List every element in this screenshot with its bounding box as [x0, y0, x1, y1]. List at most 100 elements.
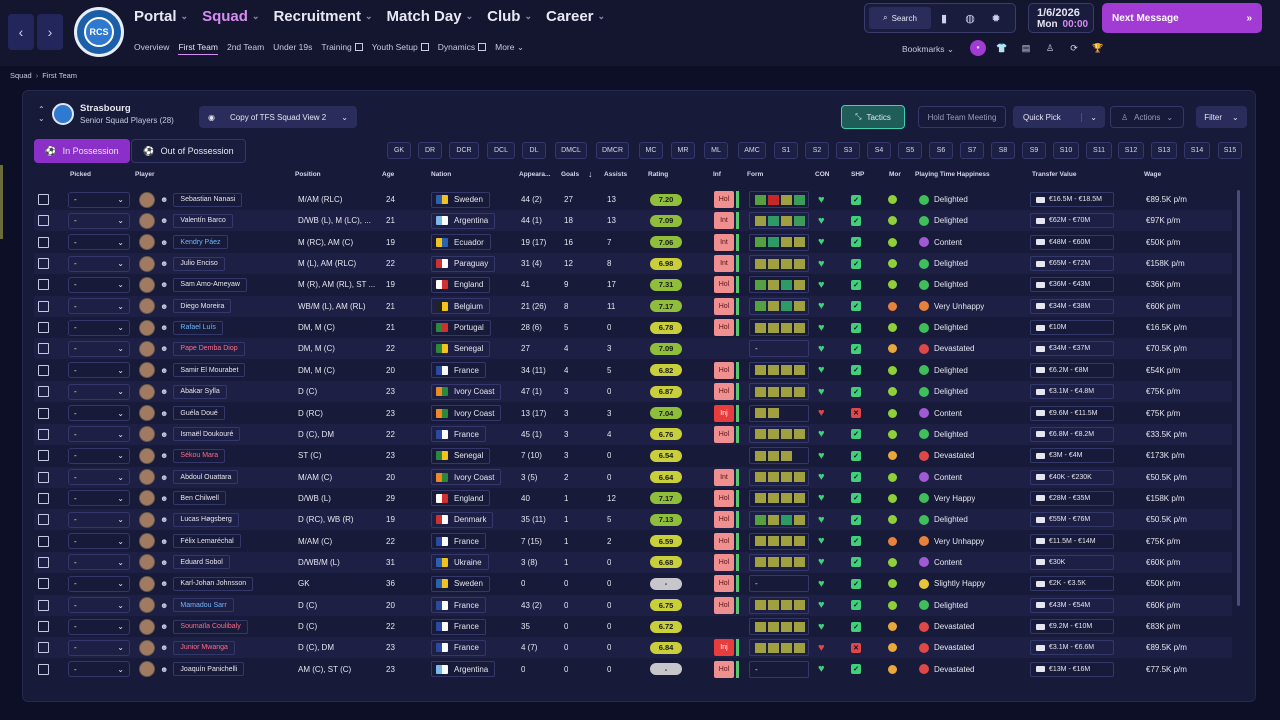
table-row[interactable]: - ⌄ ☻ Guéla Doué D (RC) 23 Ivory Coast 13 (17) 3…: [34, 403, 1232, 424]
hold-team-meeting-button[interactable]: Hold Team Meeting: [918, 106, 1006, 128]
view-selector[interactable]: ◉ Copy of TFS Squad View 2 ⌄: [199, 106, 357, 128]
back-button[interactable]: ‹: [8, 14, 34, 50]
row-checkbox[interactable]: [38, 215, 49, 227]
table-row[interactable]: - ⌄ ☻ Abdoul Ouattara M/AM (C) 20 Ivory Coast 3…: [34, 466, 1232, 488]
table-row[interactable]: - ⌄ ☻ Rafael Luís DM, M (C) 21 Portugal 28 (6) 5…: [34, 317, 1232, 338]
transfer-value-box[interactable]: €55M - €76M: [1030, 512, 1114, 528]
row-checkbox[interactable]: [38, 599, 49, 611]
notification-badge-icon[interactable]: ●: [970, 40, 986, 56]
player-name[interactable]: Samir El Mourabet: [173, 363, 246, 378]
position-chip-dmcr[interactable]: DMCR: [596, 142, 629, 159]
position-chip-ml[interactable]: ML: [704, 142, 728, 159]
transfer-value-box[interactable]: €6.2M - €8M: [1030, 362, 1114, 378]
nation-box[interactable]: France: [431, 639, 486, 656]
inf-badge[interactable]: Hol: [714, 319, 734, 337]
subnav-more[interactable]: More ⌄: [495, 42, 524, 55]
transfer-value-box[interactable]: €3.1M - €6.6M: [1030, 640, 1114, 656]
subnav-under-19s[interactable]: Under 19s: [273, 42, 312, 55]
row-checkbox[interactable]: [38, 428, 49, 440]
picked-dropdown[interactable]: - ⌄: [68, 234, 130, 251]
inf-badge[interactable]: Hol: [714, 191, 734, 208]
table-row[interactable]: - ⌄ ☻ Valentín Barco D/WB (L), M (LC), ... 21…: [34, 210, 1232, 232]
subnav-overview[interactable]: Overview: [134, 42, 169, 55]
player-name[interactable]: Mamadou Sarr: [173, 598, 234, 613]
inf-badge[interactable]: Int: [714, 233, 734, 251]
inf-badge[interactable]: Hol: [714, 596, 734, 614]
player-name[interactable]: Junior Mwanga: [173, 640, 235, 655]
table-row[interactable]: - ⌄ ☻ Soumaïla Coulibaly D (C) 22 France 35 0 0 6.…: [34, 616, 1232, 637]
nation-box[interactable]: England: [431, 490, 491, 507]
row-checkbox[interactable]: [38, 535, 49, 547]
sort-descending-icon[interactable]: ↓: [588, 169, 593, 179]
nation-box[interactable]: Denmark: [431, 511, 494, 528]
nation-box[interactable]: France: [431, 618, 486, 635]
nation-box[interactable]: Sweden: [431, 575, 490, 592]
transfer-value-box[interactable]: €62M - €70M: [1030, 213, 1114, 229]
player-name[interactable]: Félix Lemaréchal: [173, 534, 241, 549]
transfer-value-box[interactable]: €11.5M - €14M: [1030, 533, 1114, 549]
quick-pick-button[interactable]: Quick Pick ⌄: [1013, 106, 1105, 128]
row-checkbox[interactable]: [38, 236, 49, 248]
shirt-icon[interactable]: 👕: [996, 42, 1008, 53]
breadcrumb-squad[interactable]: Squad: [10, 71, 32, 80]
position-chip-s5[interactable]: S5: [898, 142, 922, 159]
breadcrumb-first-team[interactable]: First Team: [42, 71, 78, 80]
transfer-value-box[interactable]: €9.2M - €10M: [1030, 619, 1114, 634]
player-name[interactable]: Sebastian Nanasi: [173, 192, 243, 207]
gear-icon[interactable]: ✹: [991, 12, 1001, 25]
picked-dropdown[interactable]: - ⌄: [68, 319, 130, 336]
nav-portal[interactable]: Portal ⌄: [134, 8, 188, 25]
nation-box[interactable]: England: [431, 276, 491, 293]
transfer-value-box[interactable]: €2K - €3.5K: [1030, 576, 1114, 592]
transfer-value-box[interactable]: €3M - €4M: [1030, 448, 1114, 464]
nation-box[interactable]: Argentina: [431, 661, 496, 678]
player-name[interactable]: Ismaël Doukouré: [173, 427, 241, 442]
bookmark-icon[interactable]: ▮: [940, 12, 948, 25]
position-chip-s15[interactable]: S15: [1218, 142, 1242, 159]
nav-career[interactable]: Career ⌄: [546, 8, 605, 25]
picked-dropdown[interactable]: - ⌄: [68, 490, 130, 507]
table-row[interactable]: - ⌄ ☻ Mamadou Sarr D (C) 20 France 43 (2) 0 0 6.75…: [34, 594, 1232, 616]
nation-box[interactable]: Ivory Coast: [431, 405, 502, 421]
column-header-player[interactable]: Player: [135, 171, 155, 178]
club-crest[interactable]: RCS: [74, 7, 124, 57]
column-header-age[interactable]: Age: [382, 171, 395, 178]
chevron-down-icon[interactable]: ⌄: [1081, 112, 1097, 122]
nation-box[interactable]: Ukraine: [431, 554, 489, 571]
next-message-button[interactable]: Next Message »: [1102, 3, 1262, 33]
position-chip-amc[interactable]: AMC: [738, 142, 766, 159]
picked-dropdown[interactable]: - ⌄: [68, 618, 130, 635]
team-switch-arrows[interactable]: ⌃ ⌄: [38, 105, 45, 123]
form-box[interactable]: [749, 425, 809, 443]
form-box[interactable]: [749, 618, 809, 635]
picked-dropdown[interactable]: - ⌄: [68, 362, 130, 379]
column-header-transfer-value[interactable]: Transfer Value: [1032, 171, 1077, 178]
nation-box[interactable]: Senegal: [431, 340, 491, 357]
position-chip-s4[interactable]: S4: [867, 142, 891, 159]
inf-badge[interactable]: Hol: [714, 511, 734, 529]
inf-badge[interactable]: Int: [714, 212, 734, 230]
clipboard-icon[interactable]: ▤: [1021, 42, 1031, 53]
column-header-shp[interactable]: SHP: [851, 171, 865, 178]
picked-dropdown[interactable]: - ⌄: [68, 405, 130, 421]
table-row[interactable]: - ⌄ ☻ Junior Mwanga D (C), DM 23 France 4 (7) 0 0…: [34, 637, 1232, 659]
position-chip-dmcl[interactable]: DMCL: [555, 142, 587, 159]
row-checkbox[interactable]: [38, 514, 49, 526]
subnav-dynamics[interactable]: Dynamics: [438, 42, 487, 55]
transfer-value-box[interactable]: €43M - €54M: [1030, 597, 1114, 613]
row-checkbox[interactable]: [38, 258, 49, 270]
form-box[interactable]: [749, 489, 809, 507]
form-box[interactable]: [749, 191, 809, 208]
form-box[interactable]: [749, 404, 809, 422]
position-chip-mc[interactable]: MC: [639, 142, 663, 159]
in-possession-tab[interactable]: ⚽ In Possession: [34, 139, 130, 163]
picked-dropdown[interactable]: - ⌄: [68, 298, 130, 315]
position-chip-s6[interactable]: S6: [929, 142, 953, 159]
player-name[interactable]: Lucas Høgsberg: [173, 512, 239, 527]
table-row[interactable]: - ⌄ ☻ Samir El Mourabet DM, M (C) 20 France 34 …: [34, 360, 1232, 381]
form-box[interactable]: -: [749, 660, 809, 678]
refresh-icon[interactable]: ⟳: [1070, 42, 1078, 53]
nav-club[interactable]: Club ⌄: [487, 8, 532, 25]
player-name[interactable]: Sékou Mara: [173, 448, 226, 463]
player-name[interactable]: Karl-Johan Johnsson: [173, 576, 254, 591]
